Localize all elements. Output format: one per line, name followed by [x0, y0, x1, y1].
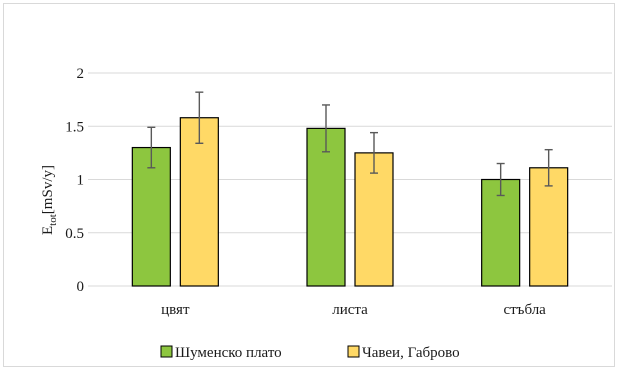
- y-axis-title: Etot[mSv/y]: [40, 165, 59, 235]
- legend-label: Чавеи, Габрово: [362, 345, 460, 361]
- bar: [131, 146, 171, 287]
- y-axis-title-sub: tot: [47, 214, 59, 226]
- category-label: стъбла: [503, 302, 546, 318]
- gridlines: [88, 72, 612, 287]
- y-tick-label: 0: [77, 279, 85, 295]
- category-labels: цвят листа стъбла: [161, 302, 546, 318]
- legend-swatch: [347, 345, 360, 358]
- legend-swatch: [160, 345, 173, 358]
- y-tick-label: 0.5: [65, 226, 84, 242]
- bar: [529, 167, 569, 287]
- y-axis-title-unit: [mSv/y]: [40, 165, 56, 214]
- category-label: цвят: [161, 302, 190, 318]
- bars: [131, 117, 569, 287]
- legend: Шуменско плато Чавеи, Габрово: [160, 345, 460, 361]
- legend-label: Шуменско плато: [175, 345, 282, 361]
- category-label: листа: [332, 302, 368, 318]
- error-bars: [147, 91, 553, 197]
- y-tick-label: 1: [77, 173, 85, 189]
- y-axis-title-main: E: [40, 226, 56, 235]
- y-tick-label: 2: [77, 66, 85, 82]
- y-tick-label: 1.5: [65, 119, 84, 135]
- y-tick-labels: 0 0.5 1 1.5 2: [65, 66, 84, 295]
